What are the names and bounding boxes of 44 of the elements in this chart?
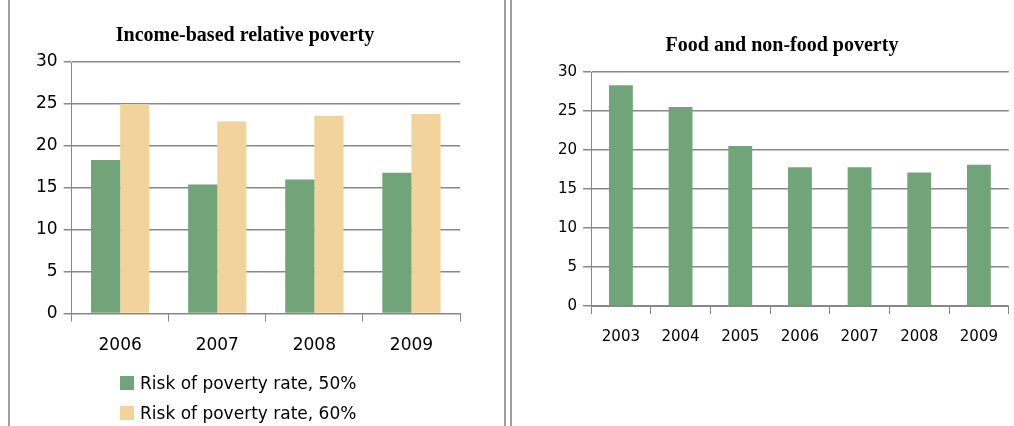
legend-label: Risk of poverty rate, 50% — [140, 373, 357, 393]
bar — [907, 172, 932, 306]
bar — [411, 114, 441, 313]
bar — [120, 103, 150, 313]
y-tick-label: 15 — [35, 176, 58, 197]
x-tick-label: 2007 — [195, 334, 239, 355]
y-tick-label: 20 — [35, 134, 58, 155]
x-tick-label: 2005 — [721, 326, 760, 345]
y-tick-label: 0 — [567, 295, 578, 314]
x-tick-label: 2006 — [780, 326, 820, 345]
y-tick-label: 25 — [35, 92, 58, 113]
y-tick-label: 10 — [35, 218, 58, 239]
y-tick-label: 15 — [557, 178, 578, 197]
y-tick-label: 25 — [557, 100, 578, 119]
y-tick-label: 5 — [567, 256, 578, 275]
bar — [728, 146, 753, 306]
y-tick-label: 20 — [557, 139, 578, 158]
bar — [787, 167, 812, 306]
bar — [91, 160, 121, 313]
x-tick-label: 2006 — [98, 334, 142, 355]
legend-label: Risk of poverty rate, 60% — [140, 403, 357, 423]
bar — [847, 167, 872, 306]
x-tick-label: 2009 — [959, 326, 999, 345]
bar — [217, 121, 247, 313]
x-tick-label: 2004 — [661, 326, 700, 345]
bar — [314, 115, 344, 313]
bar — [966, 164, 991, 306]
chart-title: Food and non-food poverty — [665, 33, 899, 57]
x-tick-label: 2003 — [601, 326, 641, 345]
chart-title: Income-based relative poverty — [115, 23, 375, 47]
x-tick-label: 2009 — [389, 334, 434, 355]
bar — [188, 184, 218, 313]
bar — [608, 85, 633, 306]
y-tick-label: 30 — [35, 50, 58, 71]
bar — [382, 172, 412, 313]
x-tick-label: 2007 — [840, 326, 879, 345]
y-tick-label: 30 — [557, 61, 578, 80]
y-tick-label: 5 — [46, 260, 58, 281]
bar — [285, 179, 315, 313]
x-tick-label: 2008 — [900, 326, 939, 345]
bar — [668, 107, 693, 306]
y-tick-label: 10 — [557, 217, 578, 236]
x-tick-label: 2008 — [292, 334, 336, 355]
y-tick-label: 0 — [46, 302, 58, 323]
